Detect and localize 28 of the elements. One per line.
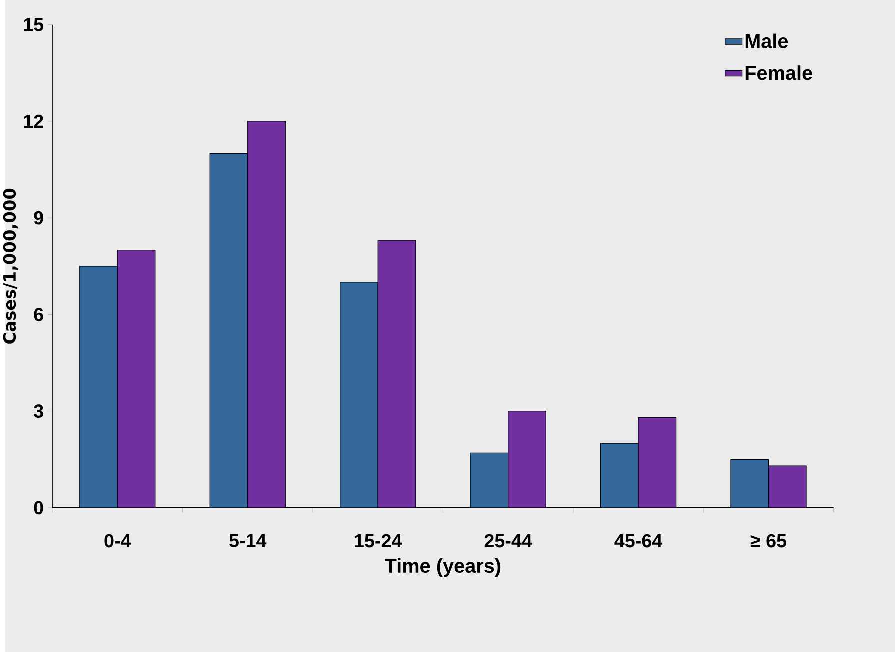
bar bbox=[508, 410, 546, 508]
bar bbox=[210, 153, 248, 508]
bar bbox=[117, 250, 156, 508]
x-tick-label: 15-24 bbox=[355, 534, 402, 548]
legend-label: Female bbox=[746, 66, 812, 80]
y-axis-title: Cases/1,000,000 bbox=[3, 188, 18, 344]
bar bbox=[638, 417, 677, 508]
x-tick-label: 5-14 bbox=[230, 534, 267, 548]
x-axis-title: Time (years) bbox=[385, 558, 501, 577]
y-tick-label: 6 bbox=[34, 308, 44, 322]
y-tick-label: 15 bbox=[24, 18, 44, 32]
bar bbox=[600, 443, 639, 508]
bar bbox=[730, 459, 770, 508]
y-tick-label: 12 bbox=[24, 114, 44, 128]
bar bbox=[248, 121, 286, 508]
x-tick-label: ≥ 65 bbox=[750, 534, 787, 548]
legend-label: Male bbox=[746, 34, 788, 48]
y-tick-label: 0 bbox=[34, 501, 44, 515]
y-tick-label: 9 bbox=[34, 211, 44, 225]
bar bbox=[80, 266, 118, 508]
x-tick-label: 25-44 bbox=[484, 534, 532, 548]
bar bbox=[340, 282, 378, 508]
bar bbox=[470, 452, 509, 508]
bar bbox=[378, 240, 416, 508]
y-tick-label: 3 bbox=[34, 404, 44, 418]
bar bbox=[768, 466, 807, 508]
x-tick-label: 0-4 bbox=[104, 534, 132, 548]
x-tick-label: 45-64 bbox=[614, 534, 663, 548]
